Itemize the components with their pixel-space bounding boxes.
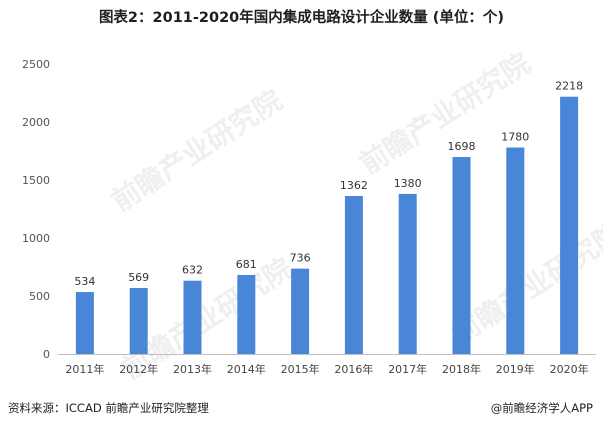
watermark-1: 前瞻产业研究院 <box>106 83 288 217</box>
data-labels: 534 569 632 681 736 1362 1380 1698 1780 2218 <box>74 80 583 288</box>
bar-2019年 <box>506 147 525 354</box>
y-tick-label: 1500 <box>22 174 50 187</box>
bars <box>75 96 579 354</box>
x-tick-label: 2019年 <box>496 362 535 376</box>
bar-2017年 <box>398 193 417 354</box>
bar-2011年 <box>75 292 94 354</box>
bar-2014年 <box>237 275 256 354</box>
footer: 资料来源：ICCAD 前瞻产业研究院整理 @前瞻经济学人APP <box>0 400 603 427</box>
x-tick-label: 2014年 <box>227 362 266 376</box>
bar-2018年 <box>452 157 471 354</box>
data-label: 632 <box>182 264 203 277</box>
bar-2016年 <box>344 196 363 354</box>
y-tick-label: 1000 <box>22 232 50 245</box>
source-note: 资料来源：ICCAD 前瞻产业研究院整理 <box>8 401 209 415</box>
data-label: 2218 <box>555 80 583 93</box>
data-label: 1380 <box>394 177 422 190</box>
chart-title: 图表2：2011-2020年国内集成电路设计企业数量 (单位：个) <box>98 10 505 26</box>
data-label: 736 <box>290 252 311 265</box>
data-label: 569 <box>128 271 149 284</box>
x-tick-label: 2016年 <box>334 362 373 376</box>
x-tick-label: 2015年 <box>281 362 320 376</box>
bar-chart: 前瞻产业研究院 前瞻产业研究院 前瞻产业研究院 前瞻产业研究院 05001000… <box>22 46 603 385</box>
x-tick-label: 2018年 <box>442 362 481 376</box>
y-tick-label: 2500 <box>22 58 50 71</box>
x-tick-label: 2013年 <box>173 362 212 376</box>
data-label: 534 <box>74 275 95 288</box>
data-label: 1362 <box>340 179 368 192</box>
y-axis-ticks: 0 500 1000 1500 2000 2500 <box>22 58 50 361</box>
x-tick-label: 2017年 <box>388 362 427 376</box>
data-label: 1780 <box>501 131 529 144</box>
y-tick-label: 2000 <box>22 116 50 129</box>
data-label: 681 <box>236 258 257 271</box>
x-tick-label: 2012年 <box>119 362 158 376</box>
x-tick-label: 2020年 <box>550 362 589 376</box>
x-axis-ticks: 2011年 2012年 2013年 2014年 2015年 2016年 2017年 2018年… <box>65 362 588 376</box>
x-tick-label: 2011年 <box>65 362 104 376</box>
y-tick-label: 500 <box>29 290 50 303</box>
data-label: 1698 <box>448 140 476 153</box>
bar-2013年 <box>183 280 202 354</box>
bar-2020年 <box>560 96 579 354</box>
bar-2015年 <box>291 268 310 354</box>
bar-2012年 <box>129 287 148 354</box>
brand-credit: @前瞻经济学人APP <box>490 401 593 415</box>
y-tick-label: 0 <box>43 348 50 361</box>
